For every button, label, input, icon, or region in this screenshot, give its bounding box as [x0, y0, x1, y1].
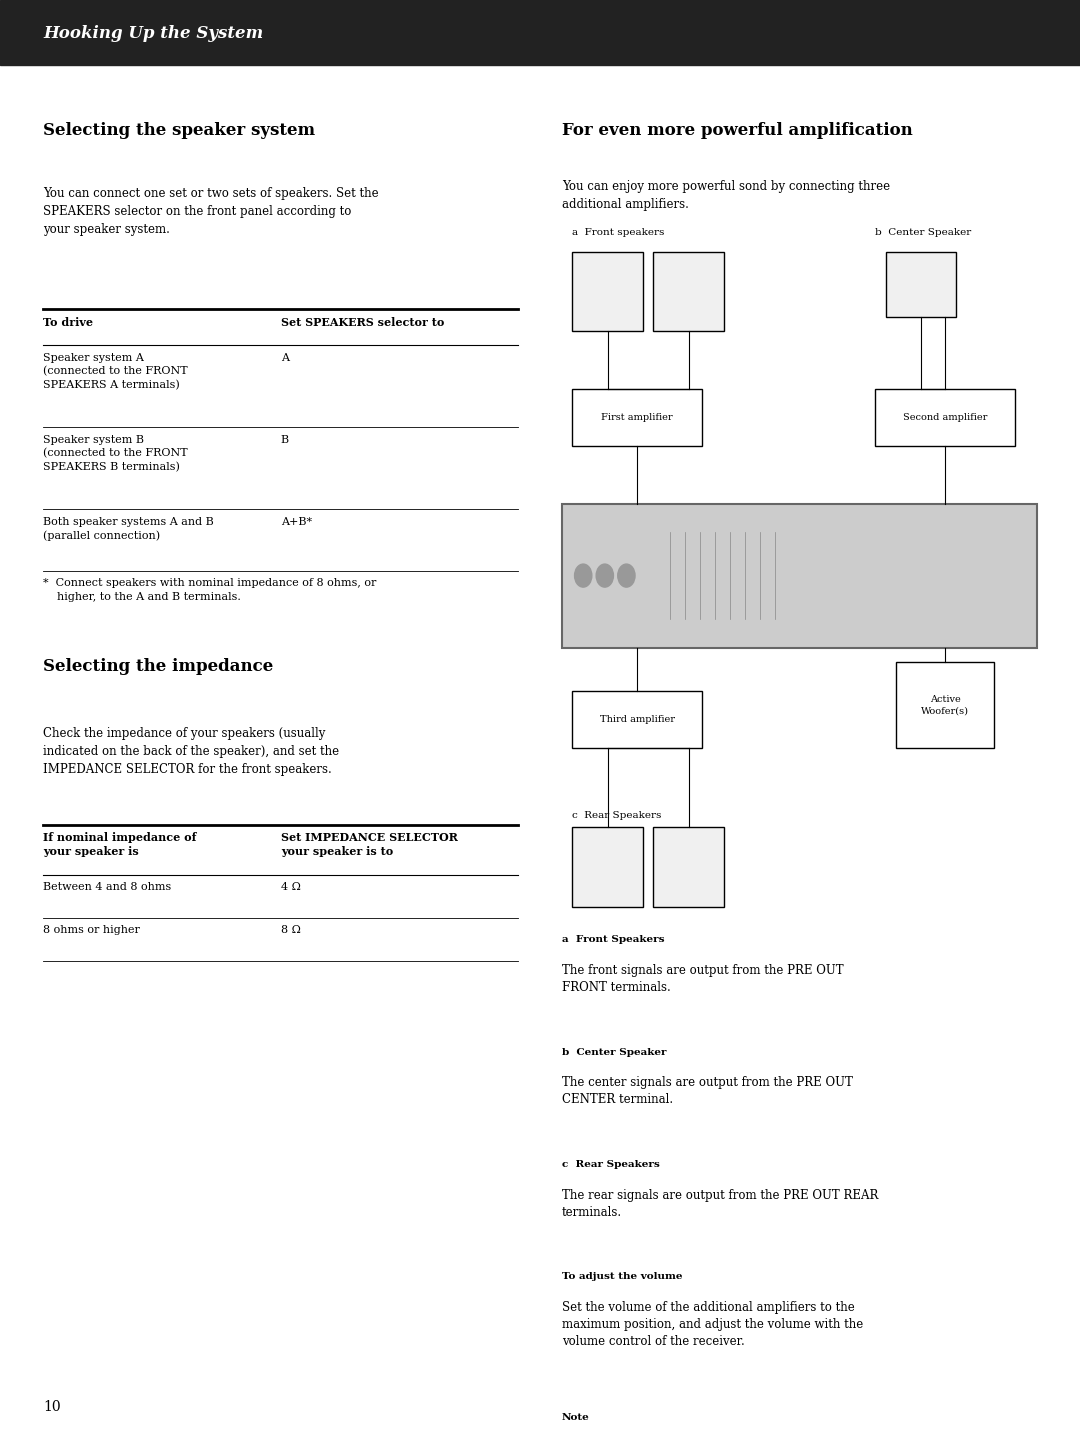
Text: b  Center Speaker: b Center Speaker: [562, 1048, 666, 1056]
Text: The center signals are output from the PRE OUT
CENTER terminal.: The center signals are output from the P…: [562, 1076, 852, 1107]
Text: b  Center Speaker: b Center Speaker: [875, 229, 971, 237]
Text: Hooking Up the System: Hooking Up the System: [43, 24, 264, 42]
Circle shape: [618, 564, 635, 587]
Text: Both speaker systems A and B
(parallel connection): Both speaker systems A and B (parallel c…: [43, 517, 214, 541]
Text: You can enjoy more powerful sond by connecting three
additional amplifiers.: You can enjoy more powerful sond by conn…: [562, 180, 890, 212]
Text: Second amplifier: Second amplifier: [903, 413, 987, 422]
Circle shape: [596, 564, 613, 587]
Text: The rear signals are output from the PRE OUT REAR
terminals.: The rear signals are output from the PRE…: [562, 1189, 878, 1219]
Text: 4 Ω: 4 Ω: [281, 882, 300, 892]
Text: A+B*: A+B*: [281, 517, 312, 527]
Text: Between 4 and 8 ohms: Between 4 and 8 ohms: [43, 882, 172, 892]
Text: 8 Ω: 8 Ω: [281, 925, 300, 935]
Bar: [653, 827, 724, 907]
Bar: [886, 252, 956, 317]
Text: Selecting the impedance: Selecting the impedance: [43, 658, 273, 675]
Text: 10: 10: [43, 1400, 60, 1415]
Text: Third amplifier: Third amplifier: [599, 715, 675, 724]
Text: Check the impedance of your speakers (usually
indicated on the back of the speak: Check the impedance of your speakers (us…: [43, 727, 339, 776]
Text: A: A: [281, 353, 288, 363]
Text: B: B: [281, 435, 289, 445]
Text: *  Connect speakers with nominal impedance of 8 ohms, or
    higher, to the A an: * Connect speakers with nominal impedanc…: [43, 578, 377, 602]
Text: First amplifier: First amplifier: [602, 413, 673, 422]
Text: Set the volume of the additional amplifiers to the
maximum position, and adjust : Set the volume of the additional amplifi…: [562, 1301, 863, 1348]
Bar: [875, 389, 1015, 446]
Bar: [653, 252, 724, 331]
Text: To drive: To drive: [43, 317, 93, 328]
Text: Set SPEAKERS selector to: Set SPEAKERS selector to: [281, 317, 444, 328]
Text: You can connect one set or two sets of speakers. Set the
SPEAKERS selector on th: You can connect one set or two sets of s…: [43, 187, 379, 236]
Text: Speaker system B
(connected to the FRONT
SPEAKERS B terminals): Speaker system B (connected to the FRONT…: [43, 435, 188, 472]
Text: Active
Woofer(s): Active Woofer(s): [921, 695, 969, 715]
Text: Speaker system A
(connected to the FRONT
SPEAKERS A terminals): Speaker system A (connected to the FRONT…: [43, 353, 188, 390]
Text: For even more powerful amplification: For even more powerful amplification: [562, 122, 913, 140]
Bar: [572, 691, 702, 748]
Text: Note: Note: [562, 1413, 590, 1422]
Bar: [572, 827, 643, 907]
Text: Selecting the speaker system: Selecting the speaker system: [43, 122, 315, 140]
Text: 8 ohms or higher: 8 ohms or higher: [43, 925, 140, 935]
Bar: [0, 0, 1080, 65]
Text: To adjust the volume: To adjust the volume: [562, 1272, 683, 1281]
Text: If nominal impedance of
your speaker is: If nominal impedance of your speaker is: [43, 832, 197, 858]
Text: a  Front speakers: a Front speakers: [572, 229, 665, 237]
Text: Set IMPEDANCE SELECTOR
your speaker is to: Set IMPEDANCE SELECTOR your speaker is t…: [281, 832, 458, 858]
Text: c  Rear Speakers: c Rear Speakers: [572, 812, 662, 820]
Text: c  Rear Speakers: c Rear Speakers: [562, 1160, 660, 1168]
Text: The front signals are output from the PRE OUT
FRONT terminals.: The front signals are output from the PR…: [562, 964, 843, 994]
Text: a  Front Speakers: a Front Speakers: [562, 935, 664, 944]
Bar: [572, 389, 702, 446]
Bar: [562, 504, 1037, 648]
Bar: [896, 662, 994, 748]
Circle shape: [575, 564, 592, 587]
Bar: [572, 252, 643, 331]
